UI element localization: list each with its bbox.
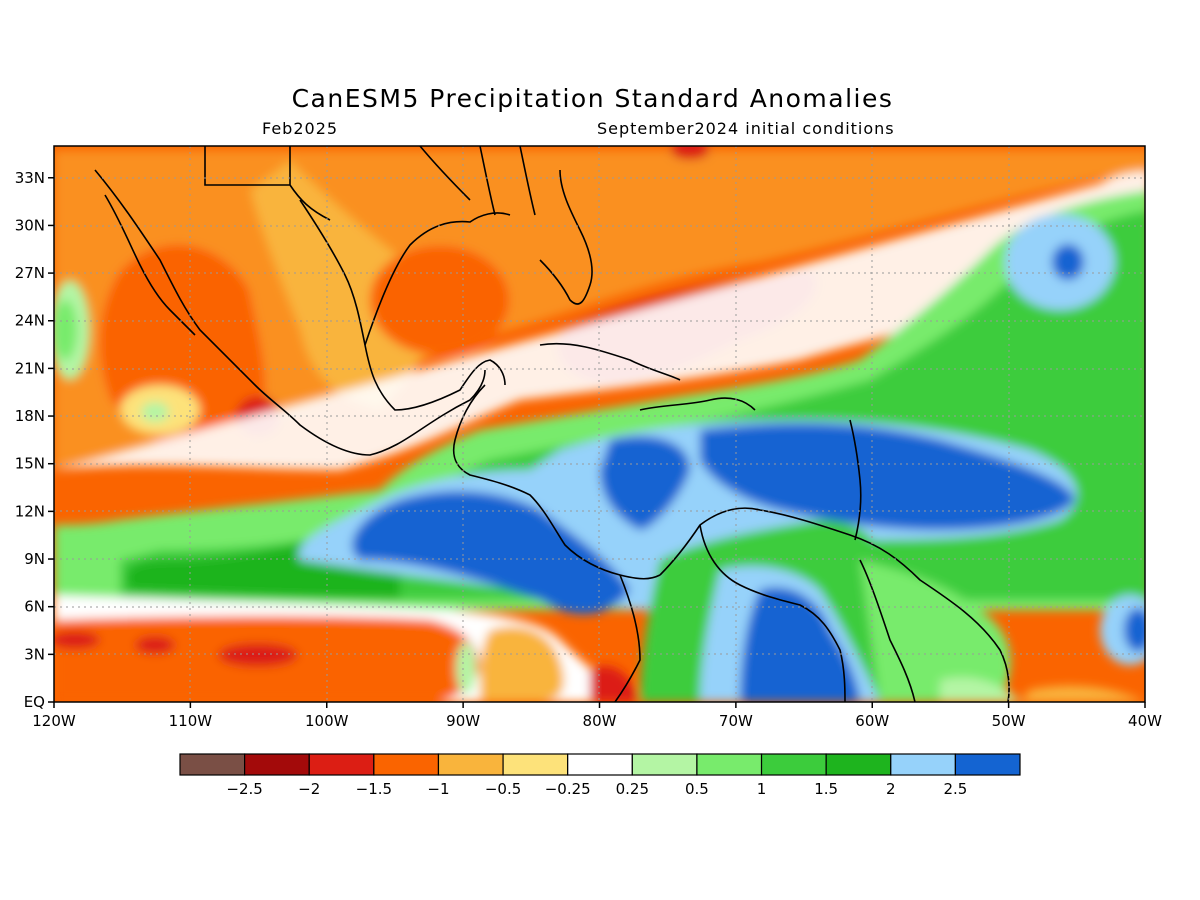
colorbar: −2.5 −2 −1.5 −1 −0.5 −0.25 0.25 0.5 1 1.5 2 2.5 [179,753,1021,798]
y-tick-label: 3N [24,645,45,663]
colorbar-swatch [373,753,440,776]
coastlines [94,146,1010,702]
map-title: CanESM5 Precipitation Standard Anomalies [291,84,894,113]
colorbar-label: 1.5 [814,780,838,798]
gridlines [54,146,1145,702]
x-tick-label: 70W [719,712,753,730]
x-axis: 120W 110W 100W 90W 80W 70W 60W 50W 40W [32,702,1162,730]
colorbar-label: 1 [757,780,767,798]
y-tick-label: 6N [24,598,45,616]
x-tick-label: 100W [305,712,349,730]
y-tick-label: 15N [15,455,45,473]
forecast-month: Feb2025 [262,119,339,138]
colorbar-label: −1.5 [356,780,392,798]
x-tick-label: 90W [446,712,480,730]
x-tick-label: 60W [855,712,889,730]
y-axis: EQ 3N 6N 9N 12N 15N 18N 21N 24N 27N 30N 33N [15,169,54,711]
colorbar-label: −0.25 [545,780,591,798]
y-tick-label: 27N [15,264,45,282]
colorbar-label: −2.5 [226,780,262,798]
anomaly-field [54,146,1145,702]
colorbar-label: 0.25 [616,780,649,798]
colorbar-label: 2 [886,780,896,798]
colorbar-label: 0.5 [685,780,709,798]
y-tick-label: 24N [15,312,45,330]
colorbar-swatch [760,753,827,776]
colorbar-swatch [890,753,956,776]
colorbar-swatch [825,753,892,776]
y-tick-label: 30N [15,216,45,234]
colorbar-swatch [696,753,763,776]
y-tick-label: 9N [24,550,45,568]
x-tick-label: 40W [1128,712,1162,730]
y-tick-label: 33N [15,169,45,187]
x-tick-label: 80W [583,712,617,730]
y-tick-label: 21N [15,359,45,377]
colorbar-label: 2.5 [943,780,967,798]
y-tick-label: 18N [15,407,45,425]
y-tick-label: 12N [15,502,45,520]
initial-conditions: September2024 initial conditions [597,119,895,138]
colorbar-swatch [308,753,375,776]
colorbar-label: −2 [298,780,320,798]
y-tick-label: EQ [24,693,45,711]
x-tick-label: 110W [169,712,213,730]
colorbar-swatch [179,753,246,776]
colorbar-swatch [567,753,633,776]
colorbar-swatch [437,753,504,776]
colorbar-swatch [631,753,698,776]
x-tick-label: 120W [32,712,76,730]
colorbar-swatch [244,753,310,776]
colorbar-label: −1 [427,780,449,798]
colorbar-swatch [502,753,569,776]
x-tick-label: 50W [992,712,1026,730]
colorbar-swatch [954,753,1021,776]
colorbar-label: −0.5 [485,780,521,798]
